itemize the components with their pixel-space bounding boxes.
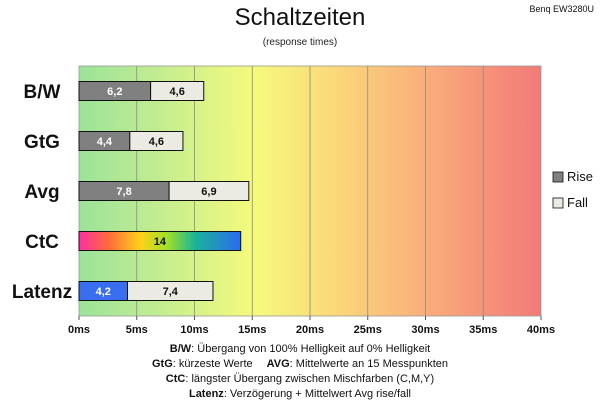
bar-value-label: 4,6: [170, 86, 185, 98]
legend-label: Fall: [567, 195, 588, 210]
chart-title: Schaltzeiten: [234, 4, 366, 31]
note-text-avg: : Mittelwerte an 15 Messpunkten: [289, 358, 449, 370]
bar-ctc: [78, 231, 242, 251]
legend-swatch: [552, 171, 564, 183]
x-tick-label: 30ms: [411, 324, 439, 336]
bar-value-label: 4,2: [96, 286, 111, 298]
category-label: B/W: [24, 82, 61, 103]
bar-value-label: 14: [154, 236, 167, 248]
monitor-model-label: Benq EW3280U: [529, 4, 594, 14]
x-tick-label: 0ms: [68, 324, 90, 336]
bar-value-label: 6,2: [107, 86, 122, 98]
note-text-bw: : Übergang von 100% Helligkeit auf 0% He…: [191, 343, 431, 355]
bar-fall: [150, 81, 205, 101]
note-line-gtg-avg: GtG: kürzeste Werte AVG: Mittelwerte an 1…: [0, 357, 600, 372]
category-label: CtC: [25, 232, 59, 253]
note-line-latenz: Latenz: Verzögerung + Mittelwert Avg ris…: [0, 387, 600, 402]
legend-notes: B/W: Übergang von 100% Helligkeit auf 0%…: [0, 342, 600, 402]
bar-value-label: 7,4: [163, 286, 179, 298]
x-tick-label: 15ms: [238, 324, 266, 336]
bar-value-label: 6,9: [201, 186, 216, 198]
bar-fall: [168, 181, 250, 201]
note-key-gtg: GtG: [151, 358, 173, 370]
x-tick-label: 35ms: [469, 324, 497, 336]
bar-fall: [129, 131, 184, 151]
note-line-ctc: CtC: längster Übergang zwischen Mischfar…: [0, 372, 600, 387]
note-text-latenz: : Verzögerung + Mittelwert Avg rise/fall: [223, 388, 412, 400]
legend-label: Rise: [567, 169, 593, 184]
note-text-gtg: : kürzeste Werte: [172, 358, 253, 370]
bar-value-label: 7,8: [116, 186, 131, 198]
chart-subtitle: (response times): [262, 37, 338, 48]
legend-swatch: [552, 197, 564, 209]
x-tick-label: 25ms: [354, 324, 382, 336]
category-label: GtG: [24, 132, 60, 153]
category-label: Latenz: [12, 282, 72, 303]
bar-value-label: 4,6: [149, 136, 164, 148]
note-text-ctc: : längster Übergang zwischen Mischfarben…: [185, 373, 435, 385]
bar-value-label: 4,4: [97, 136, 113, 148]
note-key-bw: B/W: [169, 343, 192, 355]
x-tick-label: 10ms: [180, 324, 208, 336]
bar-fall: [127, 281, 214, 301]
x-tick-label: 5ms: [126, 324, 148, 336]
x-tick-label: 40ms: [527, 324, 555, 336]
note-key-avg: AVG: [266, 358, 290, 370]
x-tick-label: 20ms: [296, 324, 324, 336]
category-label: Avg: [24, 182, 59, 203]
note-key-ctc: CtC: [165, 373, 186, 385]
note-key-latenz: Latenz: [188, 388, 224, 400]
note-line-bw: B/W: Übergang von 100% Helligkeit auf 0%…: [0, 342, 600, 357]
